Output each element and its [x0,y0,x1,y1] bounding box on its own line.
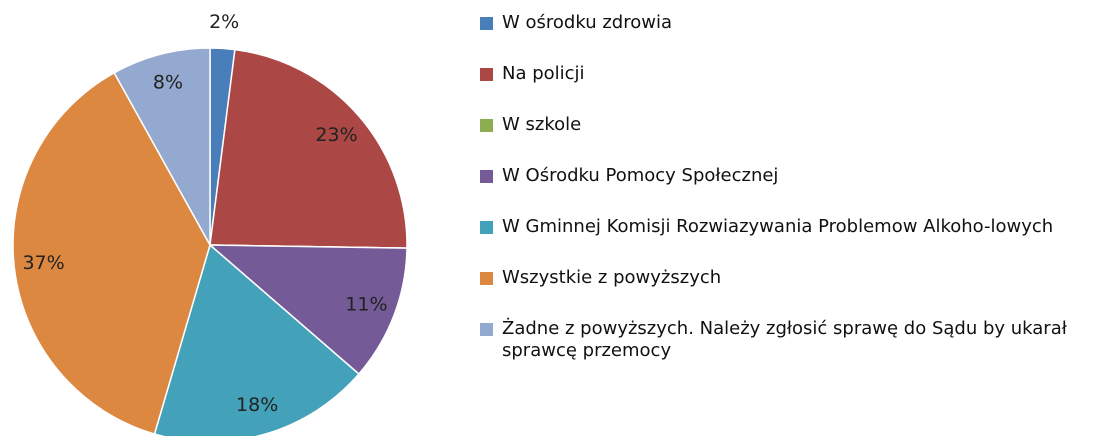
data-label: 2% [209,11,239,33]
legend-label: W szkole [502,114,582,135]
pie-slice [207,244,408,376]
pie-slice [153,243,360,436]
legend-label: Żadne z powyższych. Należy zgłosić spraw… [502,318,1067,361]
legend-swatch [480,17,493,30]
data-label: 18% [236,394,278,416]
legend-item: Żadne z powyższych. Należy zgłosić spraw… [480,318,1110,362]
data-label: 37% [22,252,64,274]
legend-swatch [480,221,493,234]
legend-item: W szkole [480,114,1110,136]
legend-item: Na policji [480,63,1110,85]
legend-label: Wszystkie z powyższych [502,267,722,288]
legend-item: W Gminnej Komisji Rozwiazywania Problemo… [480,216,1110,238]
legend-swatch [480,68,493,81]
legend-swatch [480,119,493,132]
data-label: 11% [345,293,387,315]
legend-label: W ośrodku zdrowia [502,12,672,33]
data-label: 8% [153,71,183,93]
legend-label: Na policji [502,63,585,84]
legend-swatch [480,323,493,336]
legend: W ośrodku zdrowia Na policji W szkole W Ośr… [480,12,1110,391]
pie-slice [113,47,211,248]
legend-label: W Gminnej Komisji Rozwiazywania Problemo… [502,216,1054,237]
data-label: 23% [315,124,357,146]
legend-item: Wszystkie z powyższych [480,267,1110,289]
legend-item: W Ośrodku Pomocy Społecznej [480,165,1110,187]
legend-label: W Ośrodku Pomocy Społecznej [502,165,779,186]
pie: 2% 23% 11% 18% 37% 8% [12,11,408,436]
legend-swatch [480,170,493,183]
pie-slice [12,71,211,435]
legend-swatch [480,272,493,285]
pie-slice [209,48,408,249]
legend-item: W ośrodku zdrowia [480,12,1110,34]
